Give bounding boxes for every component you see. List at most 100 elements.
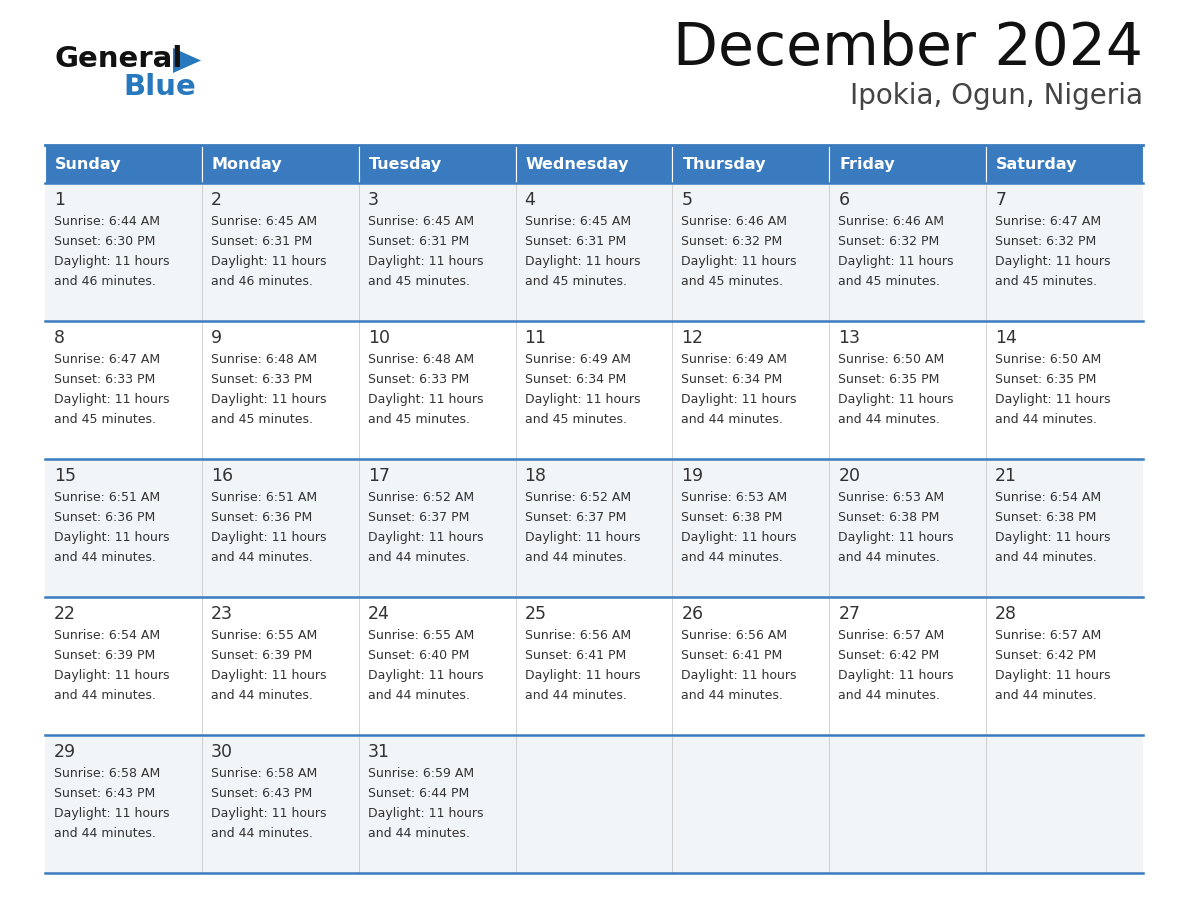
Text: Sunset: 6:33 PM: Sunset: 6:33 PM bbox=[368, 373, 469, 386]
Text: Tuesday: Tuesday bbox=[368, 156, 442, 172]
Text: Sunset: 6:44 PM: Sunset: 6:44 PM bbox=[368, 787, 469, 800]
Text: and 44 minutes.: and 44 minutes. bbox=[368, 551, 469, 564]
Text: and 44 minutes.: and 44 minutes. bbox=[996, 413, 1097, 426]
Text: 24: 24 bbox=[368, 605, 390, 623]
Text: Daylight: 11 hours: Daylight: 11 hours bbox=[839, 669, 954, 682]
Text: Sunrise: 6:54 AM: Sunrise: 6:54 AM bbox=[996, 491, 1101, 504]
Text: Daylight: 11 hours: Daylight: 11 hours bbox=[210, 669, 327, 682]
Text: Daylight: 11 hours: Daylight: 11 hours bbox=[210, 255, 327, 268]
Bar bbox=[359, 183, 516, 321]
Bar bbox=[45, 321, 202, 459]
Text: Daylight: 11 hours: Daylight: 11 hours bbox=[996, 531, 1111, 544]
Text: Sunset: 6:41 PM: Sunset: 6:41 PM bbox=[525, 649, 626, 662]
Text: Sunset: 6:35 PM: Sunset: 6:35 PM bbox=[996, 373, 1097, 386]
Bar bbox=[672, 183, 829, 321]
Text: Sunset: 6:42 PM: Sunset: 6:42 PM bbox=[996, 649, 1097, 662]
Text: and 45 minutes.: and 45 minutes. bbox=[525, 275, 626, 288]
Text: and 44 minutes.: and 44 minutes. bbox=[682, 413, 783, 426]
Text: Sunset: 6:41 PM: Sunset: 6:41 PM bbox=[682, 649, 783, 662]
Text: and 44 minutes.: and 44 minutes. bbox=[53, 689, 156, 702]
Bar bbox=[829, 145, 986, 183]
Bar bbox=[45, 145, 202, 183]
Bar bbox=[202, 183, 359, 321]
Text: Sunrise: 6:46 AM: Sunrise: 6:46 AM bbox=[839, 215, 944, 228]
Bar bbox=[829, 459, 986, 597]
Text: and 44 minutes.: and 44 minutes. bbox=[525, 551, 626, 564]
Text: and 44 minutes.: and 44 minutes. bbox=[53, 827, 156, 840]
Bar bbox=[672, 735, 829, 873]
Bar bbox=[45, 735, 202, 873]
Bar bbox=[202, 145, 359, 183]
Text: and 45 minutes.: and 45 minutes. bbox=[210, 413, 312, 426]
Text: Sunrise: 6:53 AM: Sunrise: 6:53 AM bbox=[839, 491, 944, 504]
Text: 4: 4 bbox=[525, 191, 536, 209]
Text: Sunrise: 6:47 AM: Sunrise: 6:47 AM bbox=[996, 215, 1101, 228]
Text: and 45 minutes.: and 45 minutes. bbox=[53, 413, 156, 426]
Text: and 44 minutes.: and 44 minutes. bbox=[682, 551, 783, 564]
Text: and 44 minutes.: and 44 minutes. bbox=[53, 551, 156, 564]
Text: Sunset: 6:35 PM: Sunset: 6:35 PM bbox=[839, 373, 940, 386]
Text: Sunrise: 6:51 AM: Sunrise: 6:51 AM bbox=[210, 491, 317, 504]
Text: Sunset: 6:43 PM: Sunset: 6:43 PM bbox=[210, 787, 312, 800]
Text: and 44 minutes.: and 44 minutes. bbox=[839, 551, 940, 564]
Text: Daylight: 11 hours: Daylight: 11 hours bbox=[839, 531, 954, 544]
Bar bbox=[986, 145, 1143, 183]
Polygon shape bbox=[173, 48, 201, 73]
Text: Saturday: Saturday bbox=[997, 156, 1078, 172]
Text: 2: 2 bbox=[210, 191, 222, 209]
Text: 27: 27 bbox=[839, 605, 860, 623]
Bar bbox=[829, 321, 986, 459]
Text: Daylight: 11 hours: Daylight: 11 hours bbox=[839, 255, 954, 268]
Text: 30: 30 bbox=[210, 743, 233, 761]
Text: 21: 21 bbox=[996, 467, 1017, 485]
Text: 29: 29 bbox=[53, 743, 76, 761]
Text: 11: 11 bbox=[525, 329, 546, 347]
Bar bbox=[829, 597, 986, 735]
Text: Daylight: 11 hours: Daylight: 11 hours bbox=[682, 255, 797, 268]
Text: Sunset: 6:37 PM: Sunset: 6:37 PM bbox=[525, 511, 626, 524]
Text: and 45 minutes.: and 45 minutes. bbox=[839, 275, 940, 288]
Text: Sunrise: 6:50 AM: Sunrise: 6:50 AM bbox=[839, 353, 944, 366]
Bar bbox=[516, 145, 672, 183]
Text: Daylight: 11 hours: Daylight: 11 hours bbox=[996, 255, 1111, 268]
Text: and 45 minutes.: and 45 minutes. bbox=[996, 275, 1098, 288]
Bar bbox=[202, 735, 359, 873]
Bar bbox=[986, 321, 1143, 459]
Text: 20: 20 bbox=[839, 467, 860, 485]
Text: 26: 26 bbox=[682, 605, 703, 623]
Text: and 44 minutes.: and 44 minutes. bbox=[368, 827, 469, 840]
Bar bbox=[45, 597, 202, 735]
Text: 17: 17 bbox=[368, 467, 390, 485]
Text: 9: 9 bbox=[210, 329, 222, 347]
Text: Sunrise: 6:46 AM: Sunrise: 6:46 AM bbox=[682, 215, 788, 228]
Text: Sunset: 6:43 PM: Sunset: 6:43 PM bbox=[53, 787, 156, 800]
Text: Sunset: 6:36 PM: Sunset: 6:36 PM bbox=[210, 511, 312, 524]
Text: General: General bbox=[55, 45, 183, 73]
Text: 16: 16 bbox=[210, 467, 233, 485]
Text: Daylight: 11 hours: Daylight: 11 hours bbox=[368, 807, 484, 820]
Bar bbox=[516, 735, 672, 873]
Text: Daylight: 11 hours: Daylight: 11 hours bbox=[368, 531, 484, 544]
Bar bbox=[202, 321, 359, 459]
Text: and 44 minutes.: and 44 minutes. bbox=[210, 827, 312, 840]
Text: 7: 7 bbox=[996, 191, 1006, 209]
Text: Sunset: 6:38 PM: Sunset: 6:38 PM bbox=[996, 511, 1097, 524]
Text: Daylight: 11 hours: Daylight: 11 hours bbox=[525, 393, 640, 406]
Text: and 44 minutes.: and 44 minutes. bbox=[996, 551, 1097, 564]
Text: Daylight: 11 hours: Daylight: 11 hours bbox=[368, 669, 484, 682]
Text: Daylight: 11 hours: Daylight: 11 hours bbox=[53, 393, 170, 406]
Text: and 44 minutes.: and 44 minutes. bbox=[996, 689, 1097, 702]
Text: 14: 14 bbox=[996, 329, 1017, 347]
Text: and 45 minutes.: and 45 minutes. bbox=[368, 413, 469, 426]
Bar bbox=[45, 183, 202, 321]
Bar bbox=[359, 145, 516, 183]
Text: and 44 minutes.: and 44 minutes. bbox=[682, 689, 783, 702]
Text: Sunset: 6:39 PM: Sunset: 6:39 PM bbox=[53, 649, 156, 662]
Text: and 46 minutes.: and 46 minutes. bbox=[210, 275, 312, 288]
Text: Daylight: 11 hours: Daylight: 11 hours bbox=[53, 807, 170, 820]
Text: and 45 minutes.: and 45 minutes. bbox=[368, 275, 469, 288]
Text: Daylight: 11 hours: Daylight: 11 hours bbox=[682, 669, 797, 682]
Text: Daylight: 11 hours: Daylight: 11 hours bbox=[839, 393, 954, 406]
Text: Sunrise: 6:51 AM: Sunrise: 6:51 AM bbox=[53, 491, 160, 504]
Text: 8: 8 bbox=[53, 329, 65, 347]
